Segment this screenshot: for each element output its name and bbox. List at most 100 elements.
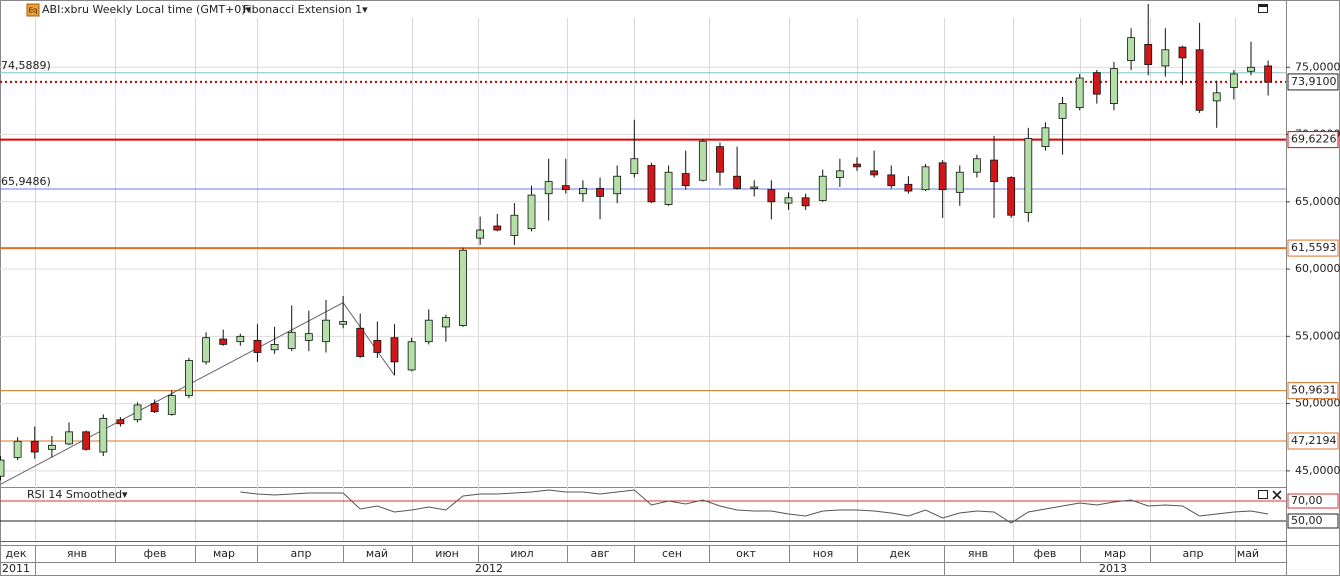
candle-body bbox=[202, 337, 210, 363]
candle-body bbox=[459, 249, 467, 326]
level-label: 47,2194 bbox=[1291, 434, 1337, 447]
level-label: 69,6226 bbox=[1291, 133, 1337, 146]
candle-body bbox=[750, 186, 759, 189]
candle-body bbox=[1024, 138, 1033, 213]
candle-body bbox=[990, 159, 998, 183]
month-label: апр bbox=[291, 547, 312, 560]
candle-body bbox=[1247, 66, 1255, 72]
month-label: май bbox=[366, 547, 388, 560]
level-box bbox=[1287, 131, 1339, 149]
candle-body bbox=[716, 146, 724, 173]
year-label: 2013 bbox=[1099, 562, 1127, 575]
month-label: янв bbox=[968, 547, 988, 560]
y-tick-label: 60,0000 bbox=[1295, 262, 1340, 275]
candle-body bbox=[1229, 73, 1238, 88]
candle-body bbox=[373, 339, 382, 353]
candle-body bbox=[99, 417, 108, 453]
y-tick-label: 50,0000 bbox=[1295, 397, 1340, 410]
level-box bbox=[1287, 73, 1339, 91]
month-label: фев bbox=[1034, 547, 1057, 560]
marks bbox=[0, 4, 1286, 524]
month-label: окт bbox=[736, 547, 756, 560]
candle-body bbox=[801, 197, 810, 207]
candle-body bbox=[322, 319, 330, 343]
rsi-title[interactable]: RSI 14 Smoothed▾ bbox=[27, 488, 128, 501]
y-tick-label: 45,0000 bbox=[1295, 464, 1340, 477]
candle-body bbox=[1212, 92, 1221, 102]
candle-body bbox=[613, 175, 622, 195]
level-box bbox=[1287, 239, 1339, 257]
candle-body bbox=[116, 419, 125, 425]
candle-body bbox=[1127, 37, 1135, 61]
maximize-button[interactable] bbox=[1258, 4, 1268, 13]
candle-body bbox=[1007, 177, 1016, 216]
candle-body bbox=[390, 337, 399, 363]
candle-body bbox=[441, 317, 450, 328]
candle-body bbox=[270, 343, 279, 351]
symbol-icon bbox=[26, 3, 40, 17]
month-label: дек bbox=[5, 547, 26, 560]
candle-body bbox=[1075, 77, 1084, 109]
y-tick-label: 55,0000 bbox=[1295, 329, 1340, 342]
y-tick-label: 65,0000 bbox=[1295, 195, 1340, 208]
month-label: фев bbox=[144, 547, 167, 560]
candle-body bbox=[955, 171, 964, 193]
rsi-level-label: 50,00 bbox=[1291, 514, 1323, 527]
candle-body bbox=[853, 163, 861, 168]
candle-body bbox=[1058, 103, 1067, 119]
symbol-icon-text: Eq bbox=[29, 7, 38, 15]
candle-body bbox=[476, 229, 485, 239]
candle-body bbox=[493, 225, 502, 231]
candle-body bbox=[82, 431, 91, 450]
close-button[interactable] bbox=[1272, 490, 1282, 500]
level-label: 74,5889) bbox=[1, 59, 51, 72]
level-label: 65,9486) bbox=[1, 175, 51, 188]
rsi-level-box bbox=[1287, 513, 1339, 529]
level-label: 50,9631 bbox=[1291, 384, 1337, 397]
candle-body bbox=[1144, 43, 1153, 65]
candle-body bbox=[681, 173, 690, 187]
candle-body bbox=[65, 431, 73, 445]
month-label: июн bbox=[435, 547, 459, 560]
candle-body bbox=[30, 440, 39, 453]
year-label: 2011 bbox=[2, 562, 30, 575]
candle-body bbox=[561, 185, 570, 191]
year-label: 2012 bbox=[475, 562, 503, 575]
candle-body bbox=[356, 327, 365, 357]
candle-body bbox=[1110, 68, 1118, 104]
candle-body bbox=[13, 440, 22, 458]
level-box bbox=[1287, 432, 1339, 450]
rsi-level-label: 70,00 bbox=[1291, 494, 1323, 507]
candle-body bbox=[1178, 46, 1187, 59]
candle-body bbox=[870, 170, 879, 176]
candle-body bbox=[664, 171, 673, 205]
candle-body bbox=[236, 335, 245, 343]
candle-body bbox=[921, 166, 930, 191]
header: ABI:xbru Weekly Local time (GMT+0)▾ bbox=[42, 3, 252, 16]
candle-body bbox=[527, 194, 536, 230]
level-label: 61,5593 bbox=[1291, 241, 1337, 254]
candle-body bbox=[544, 181, 553, 195]
candle-body bbox=[835, 170, 844, 178]
rsi-level-box bbox=[1287, 493, 1339, 509]
month-label: апр bbox=[1183, 547, 1204, 560]
candle-body bbox=[1264, 65, 1273, 83]
candle-body bbox=[938, 162, 947, 191]
level-label: 73,9100 bbox=[1291, 75, 1337, 88]
candle-body bbox=[0, 459, 5, 477]
candle-body bbox=[1041, 127, 1050, 148]
candle-body bbox=[784, 197, 793, 204]
maximize-button[interactable] bbox=[1258, 490, 1268, 499]
month-label: май bbox=[1237, 547, 1259, 560]
level-box bbox=[1287, 382, 1339, 400]
candle-body bbox=[1195, 49, 1204, 111]
candle-body bbox=[185, 360, 193, 396]
candle-body bbox=[287, 331, 296, 349]
rsi-line bbox=[240, 489, 1269, 524]
month-label: мар bbox=[1104, 547, 1126, 560]
grid bbox=[0, 18, 1286, 541]
tool-name[interactable]: Fibonacci Extension 1▾ bbox=[243, 3, 368, 16]
month-label: авг bbox=[590, 547, 609, 560]
